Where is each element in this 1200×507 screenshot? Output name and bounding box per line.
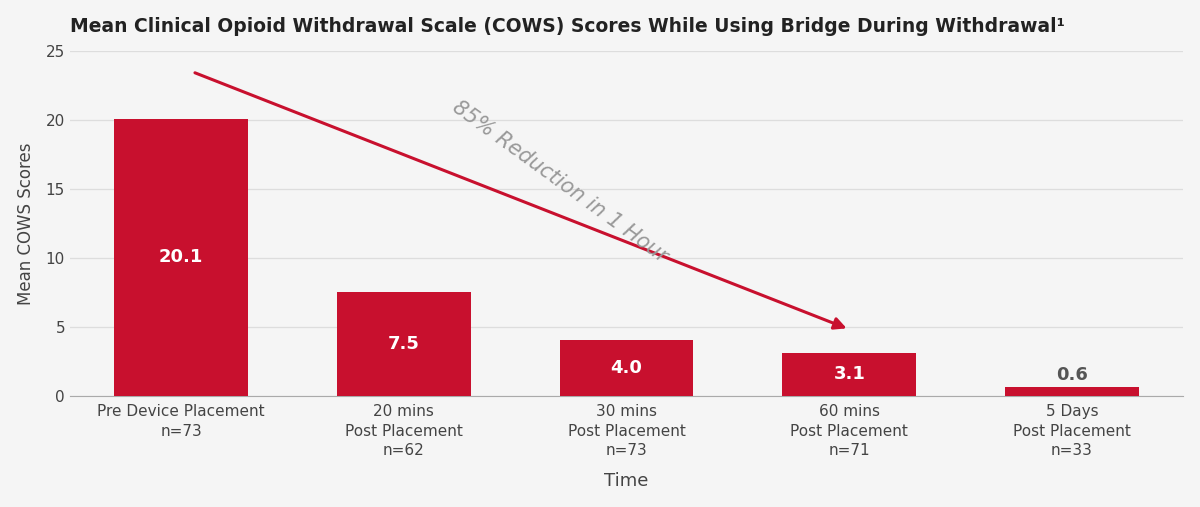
Text: 0.6: 0.6 xyxy=(1056,366,1088,384)
Bar xyxy=(560,340,694,395)
Text: 20.1: 20.1 xyxy=(160,248,204,266)
Text: 7.5: 7.5 xyxy=(388,335,420,353)
Text: 3.1: 3.1 xyxy=(833,365,865,383)
Text: Mean Clinical Opioid Withdrawal Scale (COWS) Scores While Using Bridge During Wi: Mean Clinical Opioid Withdrawal Scale (C… xyxy=(70,17,1064,35)
Bar xyxy=(114,119,248,395)
X-axis label: Time: Time xyxy=(605,473,649,490)
Text: 85% Reduction in 1 Hour: 85% Reduction in 1 Hour xyxy=(449,97,671,267)
Bar xyxy=(1006,387,1139,395)
Text: 4.0: 4.0 xyxy=(611,359,642,377)
Bar xyxy=(782,353,916,395)
Y-axis label: Mean COWS Scores: Mean COWS Scores xyxy=(17,142,35,305)
Bar xyxy=(337,292,470,395)
